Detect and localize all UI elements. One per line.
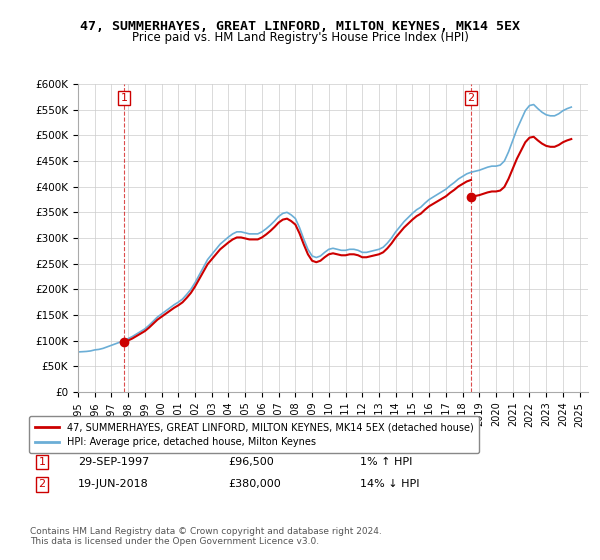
Text: 2: 2 bbox=[467, 93, 475, 103]
Text: 1% ↑ HPI: 1% ↑ HPI bbox=[360, 457, 412, 467]
Text: £380,000: £380,000 bbox=[228, 479, 281, 489]
Text: £96,500: £96,500 bbox=[228, 457, 274, 467]
Text: 1: 1 bbox=[38, 457, 46, 467]
Text: 47, SUMMERHAYES, GREAT LINFORD, MILTON KEYNES, MK14 5EX: 47, SUMMERHAYES, GREAT LINFORD, MILTON K… bbox=[80, 20, 520, 32]
Text: 14% ↓ HPI: 14% ↓ HPI bbox=[360, 479, 419, 489]
Text: 2: 2 bbox=[38, 479, 46, 489]
Text: Contains HM Land Registry data © Crown copyright and database right 2024.
This d: Contains HM Land Registry data © Crown c… bbox=[30, 526, 382, 546]
Text: Price paid vs. HM Land Registry's House Price Index (HPI): Price paid vs. HM Land Registry's House … bbox=[131, 31, 469, 44]
Text: 19-JUN-2018: 19-JUN-2018 bbox=[78, 479, 149, 489]
Legend: 47, SUMMERHAYES, GREAT LINFORD, MILTON KEYNES, MK14 5EX (detached house), HPI: A: 47, SUMMERHAYES, GREAT LINFORD, MILTON K… bbox=[29, 417, 479, 453]
Text: 29-SEP-1997: 29-SEP-1997 bbox=[78, 457, 149, 467]
Text: 1: 1 bbox=[121, 93, 127, 103]
